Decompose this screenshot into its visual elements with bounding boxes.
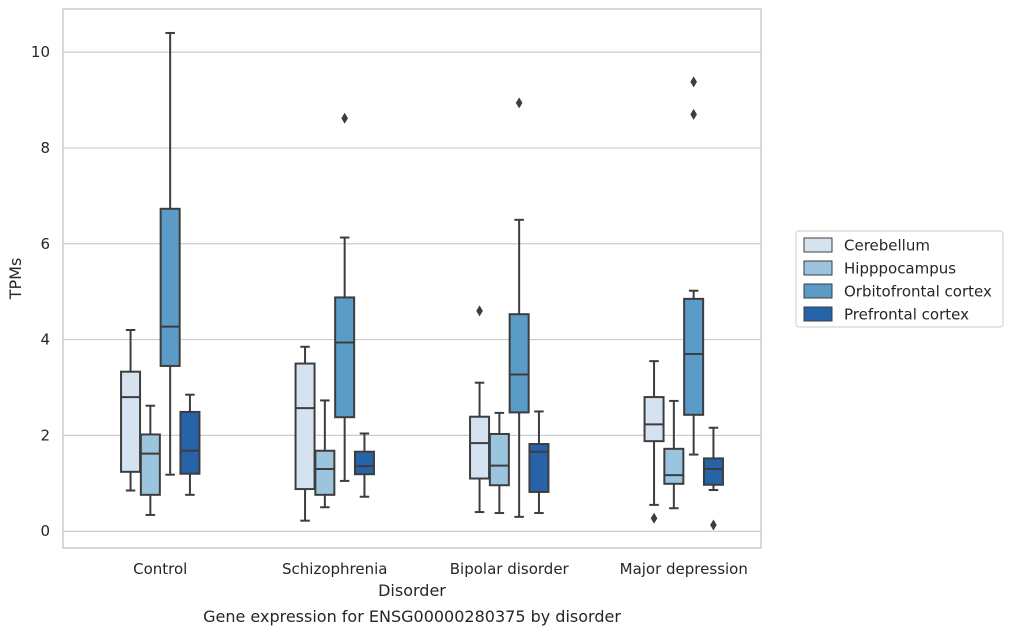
box-iqr xyxy=(294,362,316,491)
box-iqr xyxy=(159,207,181,367)
box-iqr xyxy=(334,296,356,419)
box-iqr xyxy=(488,432,510,487)
legend-label: Hipppocampus xyxy=(844,260,956,278)
legend-swatch xyxy=(803,283,833,299)
outlier-point xyxy=(476,305,483,317)
x-tick-label: Control xyxy=(133,560,187,578)
outlier-point xyxy=(515,97,523,109)
box-orbitofrontal-cortex xyxy=(334,112,356,482)
y-tick-labels: 0 2 4 6 8 10 xyxy=(31,43,50,540)
x-axis-label: Disorder xyxy=(378,581,446,600)
plot-frame xyxy=(62,8,762,549)
x-tick-label: Schizophrenia xyxy=(282,560,387,578)
box-cerebellum xyxy=(294,345,316,522)
legend-label: Orbitofrontal cortex xyxy=(844,283,992,301)
box-prefrontal-cortex xyxy=(702,426,724,531)
legend-swatch xyxy=(803,306,833,322)
box-orbitofrontal-cortex xyxy=(683,76,705,456)
chart-caption: Gene expression for ENSG00000280375 by d… xyxy=(203,607,621,626)
box-prefrontal-cortex xyxy=(179,393,201,496)
y-tick-label: 2 xyxy=(40,426,50,444)
outlier-point xyxy=(650,512,658,524)
box-hipppocampus xyxy=(314,399,336,509)
box-hipppocampus xyxy=(139,404,161,516)
box-prefrontal-cortex xyxy=(528,410,550,515)
box-hipppocampus xyxy=(663,399,685,510)
box-iqr xyxy=(179,410,201,475)
box-iqr xyxy=(683,297,705,416)
box-iqr xyxy=(643,396,665,443)
box-orbitofrontal-cortex xyxy=(508,97,530,518)
y-tick-label: 0 xyxy=(40,522,50,540)
box-prefrontal-cortex xyxy=(353,432,375,498)
x-tick-labels: Control Schizophrenia Bipolar disorder Majo… xyxy=(133,560,748,578)
outlier-point xyxy=(690,76,697,88)
box-cerebellum xyxy=(643,360,665,524)
box-iqr xyxy=(120,370,142,473)
outlier-point xyxy=(341,112,348,124)
box-iqr xyxy=(663,447,685,485)
box-layer xyxy=(120,31,724,531)
box-iqr xyxy=(314,449,336,496)
box-orbitofrontal-cortex xyxy=(159,31,181,476)
box-cerebellum xyxy=(469,305,491,514)
legend-label: Prefrontal cortex xyxy=(844,306,969,324)
box-iqr xyxy=(528,443,550,493)
y-tick-label: 6 xyxy=(40,235,50,253)
y-axis-label: TPMs xyxy=(6,258,25,301)
x-tick-label: Bipolar disorder xyxy=(450,560,570,578)
box-iqr xyxy=(508,313,530,414)
legend-label: Cerebellum xyxy=(844,237,930,255)
y-tick-label: 10 xyxy=(31,43,50,61)
box-iqr xyxy=(353,450,375,476)
box-iqr xyxy=(702,457,724,486)
legend-swatch xyxy=(803,237,833,253)
x-tick-label: Major depression xyxy=(620,560,748,578)
box-hipppocampus xyxy=(488,411,510,515)
y-tick-label: 4 xyxy=(40,331,50,349)
outlier-point xyxy=(690,108,697,120)
legend: Cerebellum Hipppocampus Orbitofrontal cort… xyxy=(795,230,1004,328)
y-tick-label: 8 xyxy=(40,139,50,157)
legend-swatch xyxy=(803,260,833,276)
outlier-point xyxy=(710,519,717,531)
box-iqr xyxy=(139,433,161,496)
box-iqr xyxy=(469,415,491,480)
box-cerebellum xyxy=(120,329,142,492)
legend-frame xyxy=(795,230,1004,328)
